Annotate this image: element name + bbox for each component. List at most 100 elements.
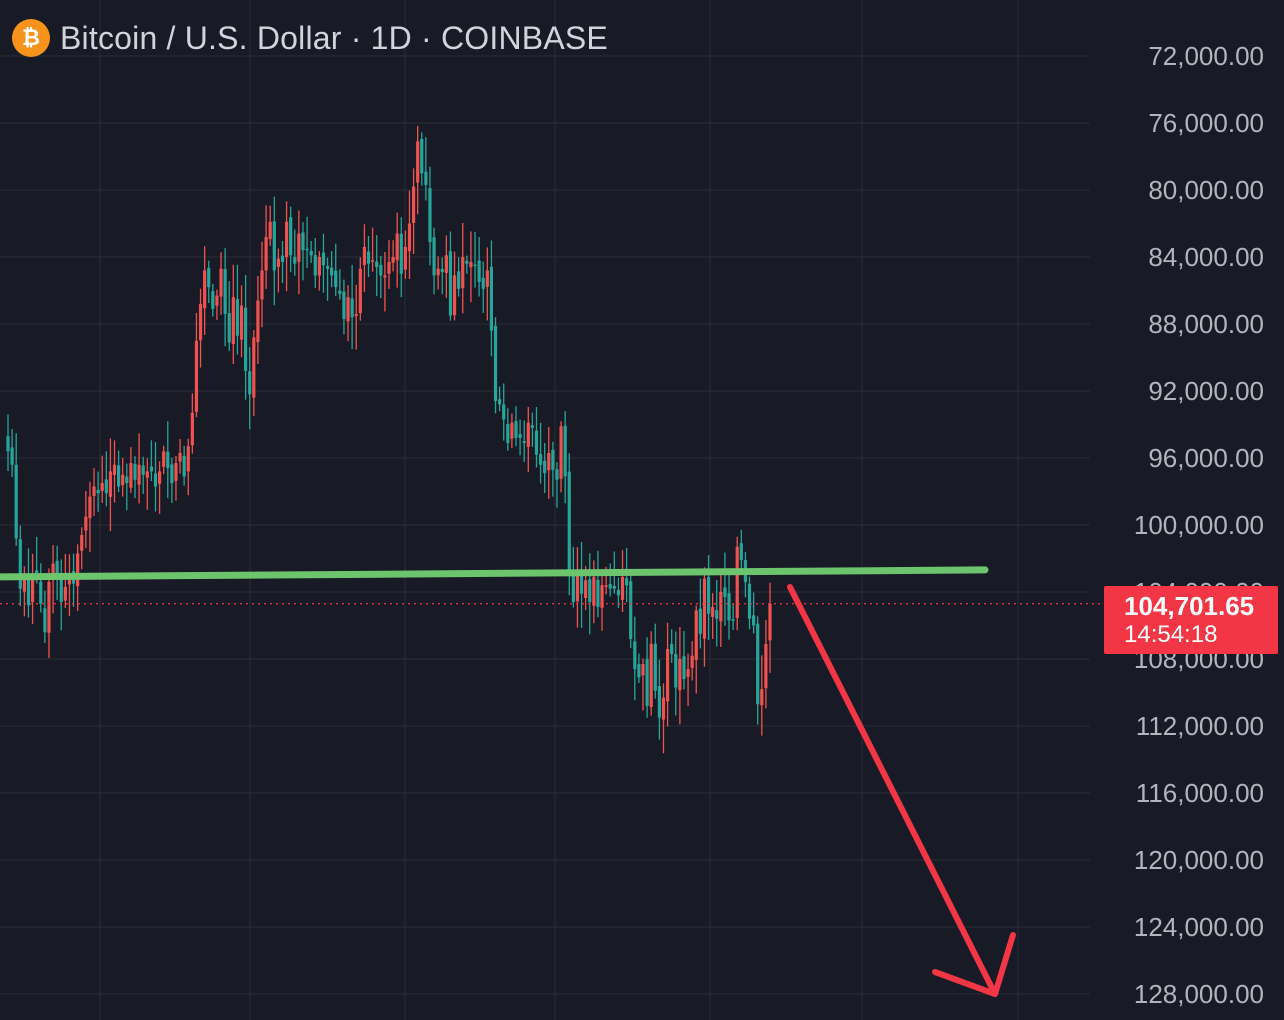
candle-body <box>51 563 55 579</box>
candle-body <box>358 268 362 314</box>
candle-body <box>682 656 686 680</box>
candle-body <box>92 486 96 496</box>
candle-body <box>416 141 420 183</box>
candle-body <box>215 295 219 306</box>
candle-body <box>76 553 80 587</box>
candle-body <box>612 586 616 589</box>
support-line <box>0 566 989 581</box>
candle-body <box>538 453 543 465</box>
candle-body <box>457 271 461 289</box>
candle-body <box>22 573 26 592</box>
y-axis-tick-label: 128,000.00 <box>1134 979 1264 1009</box>
y-axis-tick-label: 116,000.00 <box>1136 778 1264 808</box>
candle-body <box>760 689 764 706</box>
candle-body <box>375 261 379 268</box>
candle-body <box>59 575 63 603</box>
candle-body <box>321 252 326 266</box>
candle-body <box>223 269 227 314</box>
candle-body <box>284 221 289 258</box>
candle-body <box>719 592 723 622</box>
candle-body <box>276 258 280 267</box>
candle-body <box>96 489 100 494</box>
candle-body <box>731 619 735 621</box>
candle-body <box>567 471 571 576</box>
candle-body <box>723 587 727 598</box>
candle-body <box>166 451 170 469</box>
candle-body <box>563 425 567 477</box>
candle-body <box>485 270 489 287</box>
candle-body <box>330 267 334 276</box>
candle-body <box>219 268 223 297</box>
candle-body <box>518 433 522 438</box>
candle-body <box>178 452 182 462</box>
candle-body <box>395 233 399 261</box>
candle-body <box>555 469 559 480</box>
candle-body <box>14 464 18 539</box>
candle-body <box>170 464 174 484</box>
candle-body <box>317 257 321 276</box>
projection-arrow-head <box>932 932 1016 997</box>
candle-body <box>629 581 633 639</box>
candle-body <box>473 264 477 267</box>
candle-body <box>670 644 674 654</box>
candle-body <box>575 575 580 602</box>
candle-body <box>706 577 711 614</box>
candle-body <box>379 264 383 276</box>
candle-body <box>260 270 264 300</box>
candle-body <box>534 430 539 455</box>
candle-body <box>309 250 313 256</box>
candle-body <box>235 298 240 336</box>
candle-body <box>526 422 530 447</box>
candle-body <box>510 422 514 439</box>
bitcoin-logo-icon: ₿ <box>12 19 50 57</box>
candle-body <box>186 446 190 472</box>
candle-body <box>768 603 772 641</box>
candle-body <box>604 585 608 587</box>
candle-body <box>203 270 207 309</box>
candle-body <box>543 460 547 474</box>
candle-body <box>350 298 354 318</box>
candle-body <box>125 476 129 484</box>
candle-body <box>301 232 305 251</box>
candle-body <box>571 575 575 603</box>
candle-body <box>198 303 203 341</box>
y-axis-tick-label: 124,000.00 <box>1134 912 1264 942</box>
candle-body <box>747 583 752 619</box>
y-axis-tick-label: 120,000.00 <box>1134 845 1264 875</box>
candle-body <box>149 466 153 472</box>
candle-body <box>465 260 469 264</box>
candle-body <box>641 664 645 676</box>
candle-body <box>502 404 506 420</box>
candle-body <box>346 297 350 322</box>
candle-body <box>657 686 661 718</box>
candle-body <box>182 455 186 477</box>
candle-body <box>63 586 67 601</box>
candle-body <box>420 138 424 174</box>
chart-header: ₿ Bitcoin / U.S. Dollar · 1D · COINBASE <box>12 18 608 58</box>
y-axis-tick-label: 100,000.00 <box>1134 510 1264 540</box>
bar-countdown: 14:54:18 <box>1124 621 1218 648</box>
candle-body <box>104 479 108 494</box>
candle-body <box>256 300 260 343</box>
candle-body <box>690 655 694 668</box>
candle-body <box>661 697 666 720</box>
symbol-title[interactable]: Bitcoin / U.S. Dollar · 1D · COINBASE <box>60 19 608 56</box>
candle-body <box>694 610 698 660</box>
candle-body <box>141 465 145 475</box>
candle-body <box>162 451 166 467</box>
y-axis-tick-label: 92,000.00 <box>1148 376 1264 406</box>
candle-body <box>252 337 256 398</box>
candle-body <box>588 579 592 603</box>
candle-body <box>756 623 760 705</box>
candle-body <box>727 593 731 621</box>
candle-body <box>620 576 625 600</box>
candle-body <box>313 255 317 276</box>
candle-body <box>633 641 637 670</box>
candle-body <box>289 217 293 256</box>
candle-body <box>752 615 756 626</box>
candle-body <box>80 535 84 551</box>
candle-body <box>334 270 338 288</box>
candle-body <box>440 268 444 273</box>
